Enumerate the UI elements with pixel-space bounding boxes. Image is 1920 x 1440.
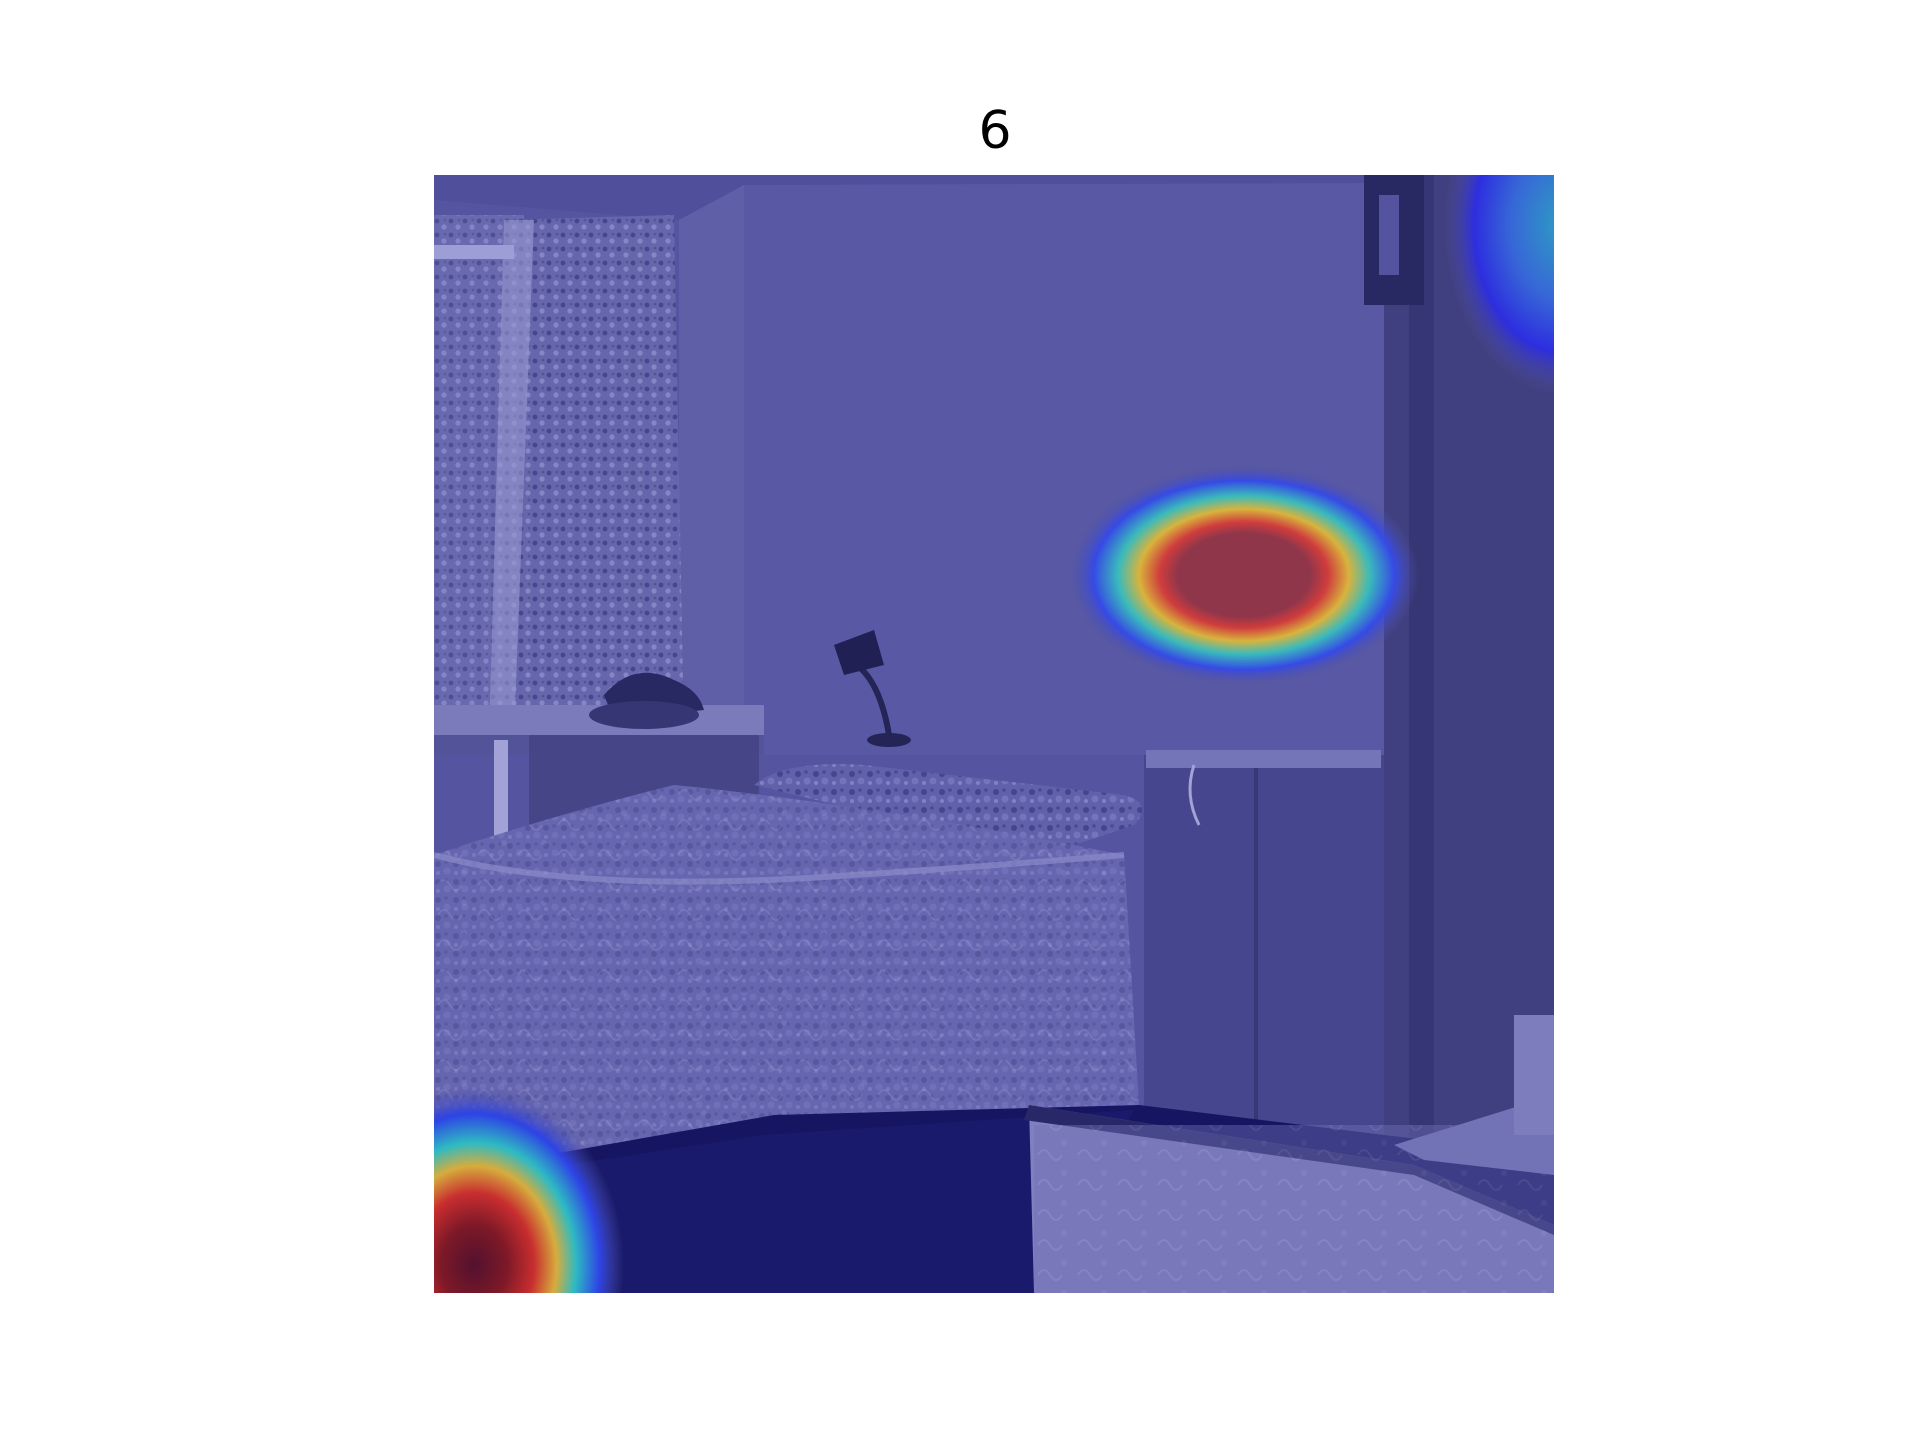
bedroom-photo-with-heatmap-overlay	[434, 175, 1554, 1293]
heatmap-image-panel	[434, 175, 1554, 1293]
wall-hotspot	[1069, 465, 1419, 685]
top-right-edge-hotspot	[1444, 175, 1554, 395]
figure-title: 6	[978, 101, 1012, 161]
floor-corner-hotspot	[434, 1085, 624, 1293]
